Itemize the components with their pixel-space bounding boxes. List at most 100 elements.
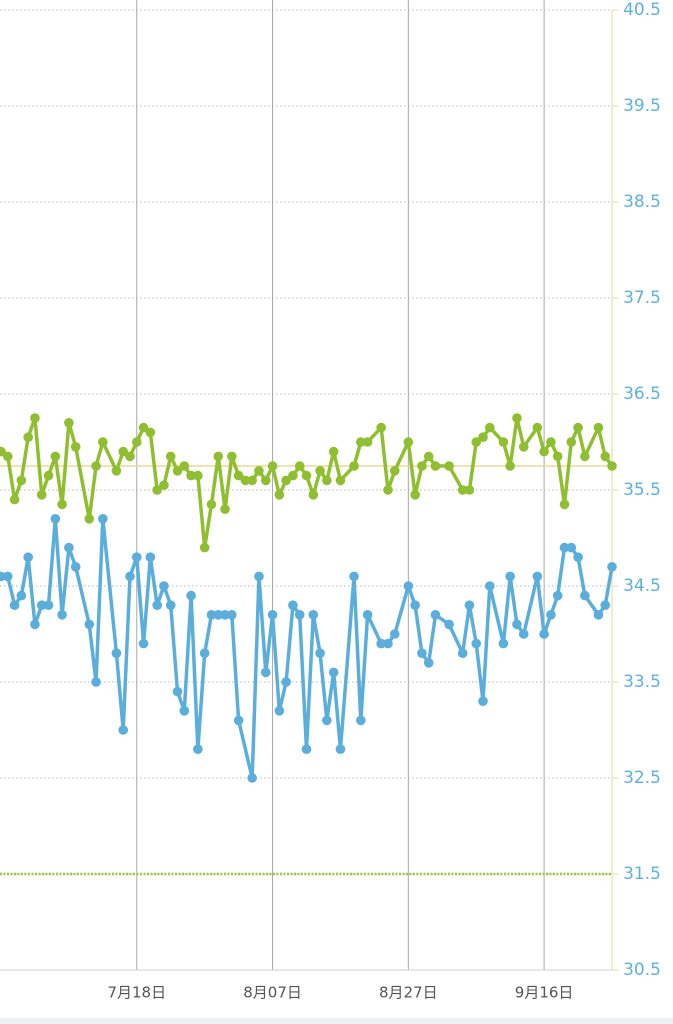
point [485,581,495,591]
point [172,686,183,697]
point [43,600,54,610]
y-tick-label: 40.5 [623,0,661,20]
point [566,542,577,553]
point [573,422,583,433]
point [308,610,319,620]
point [301,744,312,754]
point [227,451,237,462]
point [220,610,230,620]
y-tick-label: 33.5 [623,672,661,692]
point [389,629,400,639]
point [546,610,556,620]
point [118,446,128,457]
point [213,610,224,620]
point [23,552,33,562]
point [308,490,319,500]
point [254,571,264,582]
point [36,600,47,610]
point [552,451,563,462]
point [145,427,156,438]
point [247,773,257,783]
point [383,485,393,495]
point [315,466,325,476]
y-tick-label: 38.5 [623,192,661,212]
y-tick-label: 32.5 [623,768,661,788]
point [131,437,142,447]
point [518,629,529,639]
y-tick-label: 34.5 [623,576,661,596]
y-tick-label: 36.5 [623,384,661,404]
point [16,590,27,601]
point [186,590,196,601]
point [260,667,271,678]
point [301,470,312,481]
point [186,470,196,481]
point [403,581,414,591]
point [274,490,285,500]
point [165,451,176,462]
point [580,451,590,462]
point [607,461,617,471]
point [240,475,251,486]
point [260,475,271,486]
y-tick-label: 35.5 [623,480,661,500]
point [403,437,414,447]
point [593,422,604,433]
point [152,600,162,610]
point [518,442,529,452]
point [70,562,81,572]
point [91,461,101,471]
point [111,648,122,658]
point [328,667,339,678]
point [362,437,373,447]
point [138,422,149,433]
point [91,677,101,687]
point [485,422,495,433]
point [281,475,291,486]
point [267,610,278,620]
point [199,648,210,658]
point [179,461,190,471]
point [43,470,54,481]
point [57,499,67,510]
point [159,581,169,591]
point [430,610,441,620]
point [247,475,257,486]
point [131,552,142,562]
point [165,600,176,610]
point [322,475,332,486]
point [152,485,162,495]
x-tick-label: 8月07日 [243,984,302,1002]
point [593,610,604,620]
point [111,466,122,476]
point [64,542,74,553]
point [50,451,61,462]
point [193,744,203,754]
point [64,418,74,428]
point [138,638,149,649]
point [267,461,278,471]
point [84,514,95,524]
point [362,610,373,620]
point [322,715,332,726]
point [206,610,217,620]
point [9,494,20,505]
point [383,638,393,649]
point [9,600,20,610]
point [328,446,339,457]
point [444,461,454,471]
point [376,422,386,433]
point [57,610,67,620]
point [423,451,434,462]
point [417,461,427,471]
point [335,475,346,486]
point [233,715,244,726]
point [539,629,549,639]
point [600,600,611,610]
point [294,461,305,471]
point [213,451,224,462]
y-tick-label: 31.5 [623,864,661,884]
point [457,648,468,658]
